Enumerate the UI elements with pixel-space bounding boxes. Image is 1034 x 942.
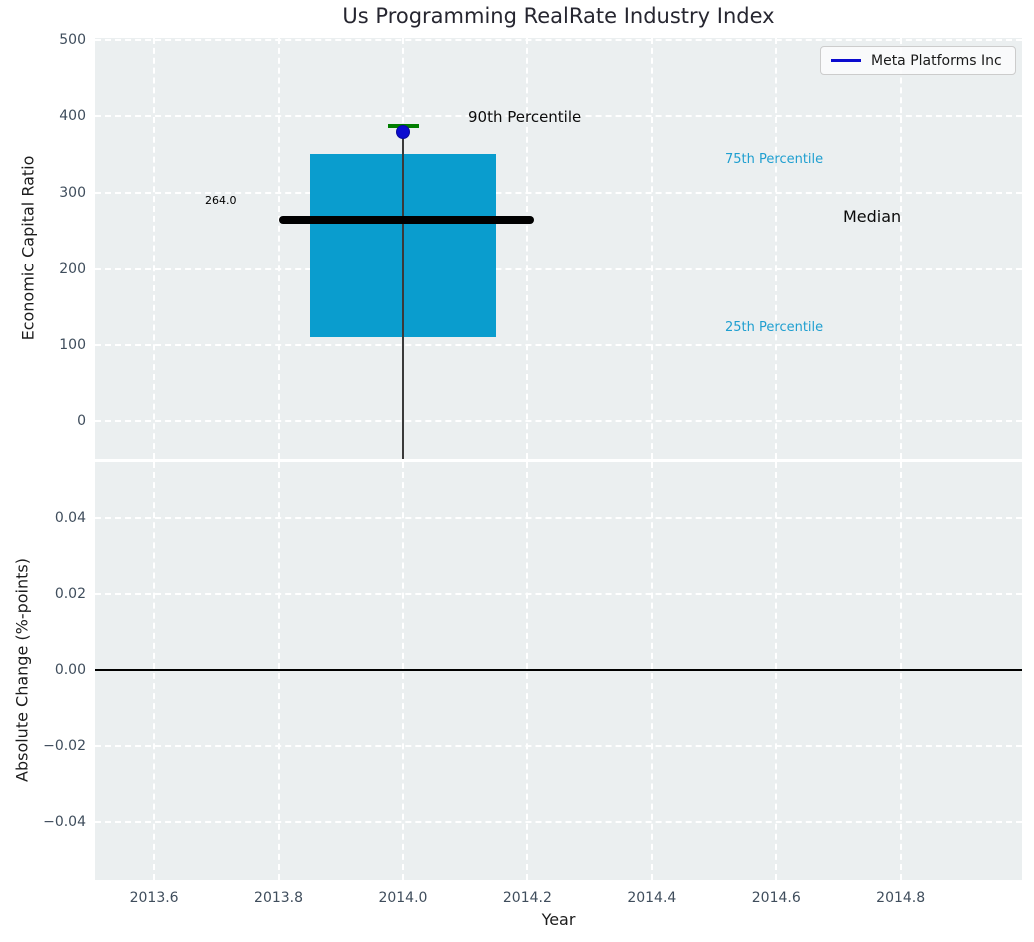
bottom-y-tick-label: −0.04: [43, 813, 86, 830]
x-gridline: [401, 462, 404, 880]
x-gridline: [899, 38, 902, 459]
zero-reference-line: [95, 668, 1022, 671]
y-gridline: [95, 39, 1022, 42]
y-gridline: [95, 744, 1022, 747]
x-gridline: [650, 462, 653, 880]
x-tick-label: 2014.2: [502, 890, 552, 906]
x-gridline: [153, 462, 156, 880]
x-gridline: [526, 462, 529, 880]
y-gridline: [95, 820, 1022, 823]
x-tick-label: 2014.4: [627, 890, 677, 906]
x-tick-label: 2013.8: [254, 890, 304, 906]
x-gridline: [650, 38, 653, 459]
boxplot-median-line: [278, 215, 534, 224]
bottom-y-tick-label: 0.00: [54, 661, 86, 678]
y-gridline: [95, 343, 1022, 346]
x-gridline: [526, 38, 529, 459]
y-gridline: [95, 267, 1022, 270]
top-y-tick-label: 500: [59, 32, 86, 49]
top-y-tick-label: 400: [59, 108, 86, 125]
x-tick-label: 2014.6: [751, 890, 801, 906]
top-y-tick-label: 300: [59, 184, 86, 201]
x-gridline: [277, 462, 280, 880]
x-tick-label: 2014.0: [378, 890, 428, 906]
p75-annotation: 75th Percentile: [725, 152, 824, 167]
x-gridline: [277, 38, 280, 459]
y-gridline: [95, 516, 1022, 519]
legend-line-sample: [831, 59, 861, 62]
x-gridline: [775, 38, 778, 459]
x-tick-label: 2014.8: [876, 890, 926, 906]
legend: Meta Platforms Inc: [820, 46, 1016, 75]
median-annotation: Median: [843, 207, 902, 226]
chart-title: Us Programming RealRate Industry Index: [342, 4, 775, 28]
legend-label: Meta Platforms Inc: [871, 52, 1002, 69]
x-gridline: [775, 462, 778, 880]
median-value-annotation: 264.0: [205, 194, 237, 207]
company-data-point: [395, 124, 410, 139]
bottom-y-tick-label: 0.02: [54, 585, 86, 602]
x-axis-label: Year: [541, 910, 576, 929]
y-gridline: [95, 419, 1022, 422]
y-gridline: [95, 592, 1022, 595]
y-gridline: [95, 191, 1022, 194]
boxplot-whisker-line: [401, 126, 404, 459]
x-tick-label: 2013.6: [129, 890, 179, 906]
x-gridline: [899, 462, 902, 880]
p25-annotation: 25th Percentile: [725, 320, 824, 335]
top-subplot: 264.0 90th Percentile 75th Percentile Me…: [95, 38, 1022, 459]
top-y-tick-label: 0: [77, 412, 86, 429]
y-gridline: [95, 115, 1022, 118]
bottom-subplot: [95, 462, 1022, 880]
bottom-y-tick-label: −0.02: [43, 737, 86, 754]
bottom-y-tick-label: 0.04: [54, 509, 86, 526]
x-gridline: [153, 38, 156, 459]
top-y-tick-label: 100: [59, 336, 86, 353]
top-y-tick-label: 200: [59, 260, 86, 277]
p90-annotation: 90th Percentile: [468, 108, 582, 126]
